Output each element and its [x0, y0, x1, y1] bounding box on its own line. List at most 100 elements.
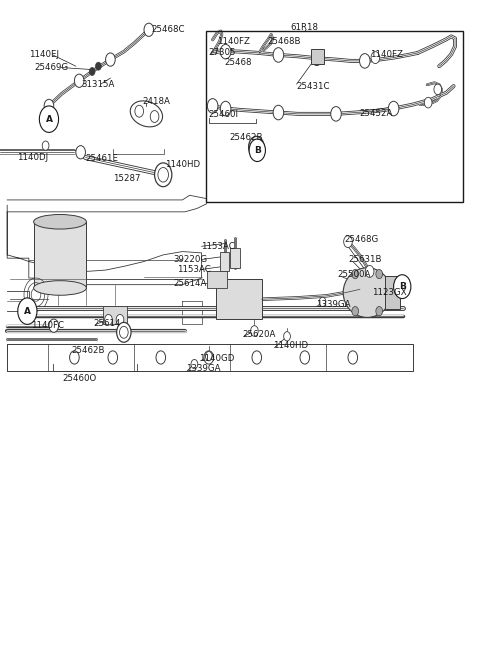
Circle shape [49, 319, 59, 332]
Text: 1140HD: 1140HD [165, 160, 200, 169]
Text: 1140GD: 1140GD [199, 354, 235, 363]
Text: 25452A: 25452A [359, 109, 393, 118]
Ellipse shape [343, 268, 391, 318]
Text: 1140DJ: 1140DJ [17, 153, 48, 162]
Circle shape [300, 351, 310, 364]
Text: 61R18: 61R18 [291, 23, 319, 32]
Circle shape [76, 146, 85, 159]
Circle shape [18, 298, 37, 324]
Circle shape [207, 99, 218, 113]
Circle shape [331, 107, 341, 121]
Bar [311, 49, 324, 64]
Circle shape [312, 51, 322, 66]
Circle shape [205, 352, 212, 361]
Circle shape [144, 23, 154, 36]
Text: 25631B: 25631B [348, 255, 382, 264]
Text: 25462B: 25462B [71, 346, 105, 355]
Bar [230, 248, 240, 268]
Text: 1123GX: 1123GX [372, 288, 407, 297]
Circle shape [352, 269, 359, 279]
Circle shape [348, 351, 358, 364]
Text: 25620A: 25620A [242, 330, 276, 339]
Circle shape [319, 297, 326, 307]
Circle shape [89, 68, 95, 75]
Circle shape [135, 105, 144, 117]
Text: 1339GA: 1339GA [316, 300, 350, 309]
Text: 25468: 25468 [225, 58, 252, 68]
Circle shape [273, 48, 284, 62]
Circle shape [365, 265, 374, 277]
Circle shape [360, 54, 370, 68]
Bar [103, 306, 127, 324]
Text: 1153AC: 1153AC [201, 242, 234, 251]
Circle shape [108, 351, 118, 364]
Circle shape [434, 84, 442, 95]
Circle shape [273, 105, 284, 120]
Text: 25468G: 25468G [345, 235, 379, 244]
Text: 25461E: 25461E [85, 154, 119, 164]
Text: 25469G: 25469G [35, 63, 69, 72]
Circle shape [96, 62, 101, 70]
Text: 25460O: 25460O [62, 374, 96, 383]
Text: A: A [46, 115, 52, 124]
Text: 25614: 25614 [94, 318, 121, 328]
Text: 1140FZ: 1140FZ [370, 50, 402, 59]
Text: 31315A: 31315A [82, 79, 115, 89]
Text: 1339GA: 1339GA [186, 364, 221, 373]
Circle shape [70, 351, 79, 364]
Text: 25468C: 25468C [152, 24, 185, 34]
Bar [216, 279, 262, 319]
Circle shape [106, 53, 115, 66]
Text: 25500A: 25500A [337, 270, 371, 279]
Text: 25462B: 25462B [229, 132, 263, 142]
Text: 1140FZ: 1140FZ [217, 37, 250, 46]
Ellipse shape [34, 281, 86, 295]
Circle shape [249, 139, 265, 162]
Circle shape [220, 101, 231, 116]
Text: 25468B: 25468B [268, 37, 301, 46]
Text: 2418A: 2418A [142, 97, 170, 106]
Circle shape [352, 307, 359, 316]
Circle shape [74, 74, 84, 87]
Circle shape [39, 106, 59, 132]
Circle shape [251, 326, 258, 336]
Text: 1153AC: 1153AC [177, 265, 210, 274]
Circle shape [158, 167, 168, 182]
Circle shape [376, 307, 383, 316]
Text: 1140HD: 1140HD [273, 341, 308, 350]
Circle shape [156, 351, 166, 364]
Circle shape [155, 163, 172, 187]
Circle shape [252, 140, 261, 154]
Circle shape [424, 97, 432, 108]
Circle shape [220, 44, 231, 59]
Circle shape [150, 111, 159, 122]
Text: A: A [24, 307, 31, 316]
Text: 1140FC: 1140FC [31, 321, 64, 330]
Circle shape [191, 359, 198, 369]
Circle shape [204, 351, 214, 364]
Text: 15287: 15287 [113, 174, 140, 183]
Text: 25431C: 25431C [297, 82, 330, 91]
Text: 25460I: 25460I [209, 110, 239, 119]
Circle shape [344, 236, 352, 248]
Text: B: B [254, 146, 261, 155]
Circle shape [105, 314, 112, 325]
Circle shape [116, 314, 124, 325]
Bar [385, 276, 400, 309]
Ellipse shape [34, 214, 86, 229]
Circle shape [120, 326, 128, 338]
Text: 25614A: 25614A [174, 279, 207, 288]
Circle shape [42, 141, 49, 150]
Text: B: B [399, 282, 406, 291]
Bar [220, 252, 229, 271]
Circle shape [388, 101, 399, 116]
Circle shape [252, 351, 262, 364]
Circle shape [44, 99, 54, 113]
Text: 27305: 27305 [209, 48, 236, 57]
Text: 39220G: 39220G [174, 255, 208, 264]
Circle shape [371, 52, 380, 64]
Circle shape [394, 275, 411, 299]
Bar [206, 31, 463, 202]
Bar [207, 271, 227, 288]
Circle shape [249, 136, 264, 158]
